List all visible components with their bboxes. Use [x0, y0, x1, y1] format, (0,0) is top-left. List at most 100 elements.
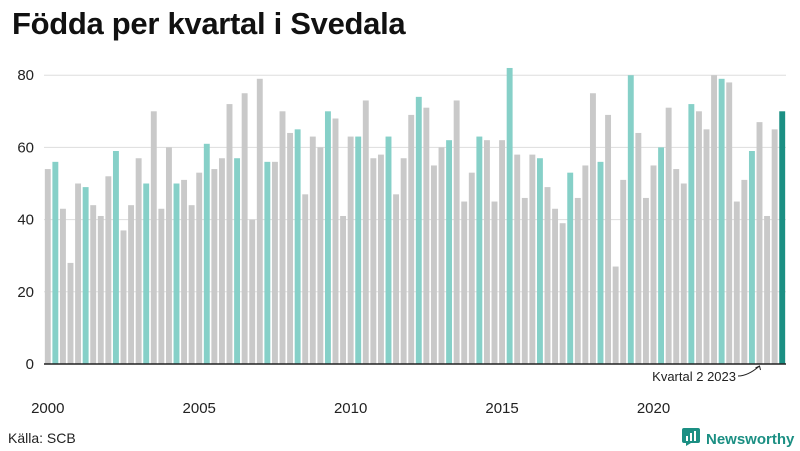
bar [150, 111, 157, 364]
source-label: Källa: SCB [8, 430, 76, 446]
bar [218, 158, 225, 364]
bar [143, 183, 150, 364]
bar [294, 129, 301, 364]
bar [673, 169, 680, 364]
bar [75, 183, 82, 364]
bar [733, 201, 740, 364]
bar [377, 154, 384, 364]
bar [249, 219, 256, 364]
bar [241, 93, 248, 364]
bar [271, 161, 278, 364]
bar [44, 169, 51, 364]
bar [112, 151, 119, 364]
bar [658, 147, 665, 364]
bar [544, 187, 551, 364]
bar [400, 158, 407, 364]
bar [642, 197, 649, 364]
bar [256, 78, 263, 364]
bar [362, 100, 369, 364]
brand: Newsworthy [682, 428, 794, 451]
y-tick-label: 80 [17, 67, 34, 84]
bar [771, 129, 778, 364]
bar [529, 154, 536, 364]
bar [438, 147, 445, 364]
y-axis-ticks: 0 20 40 60 80 [17, 67, 34, 373]
bar [90, 205, 97, 364]
bar [120, 230, 127, 364]
bar [536, 158, 543, 364]
bar [415, 96, 422, 365]
x-axis-ticks: 2000 2005 2010 2015 2020 [31, 400, 670, 417]
bar [279, 111, 286, 364]
bar [264, 161, 271, 364]
bar [105, 176, 112, 364]
bar [499, 140, 506, 364]
bar [665, 107, 672, 364]
bar [589, 93, 596, 364]
bar [711, 75, 718, 364]
bar [756, 122, 763, 364]
bar [408, 114, 415, 364]
bar [385, 136, 392, 364]
bar [582, 165, 589, 364]
x-tick-label: 2020 [637, 400, 670, 417]
bar [287, 132, 294, 364]
brand-name: Newsworthy [706, 431, 795, 448]
bar [680, 183, 687, 364]
bar [574, 197, 581, 364]
bar [521, 197, 528, 364]
bar [324, 111, 331, 364]
bar [703, 129, 710, 364]
bar [491, 201, 498, 364]
bar [718, 78, 725, 364]
bar [423, 107, 430, 364]
bar [211, 169, 218, 364]
x-tick-label: 2000 [31, 400, 64, 417]
bar [355, 136, 362, 364]
bar [332, 118, 339, 365]
bar [476, 136, 483, 364]
bar [430, 165, 437, 364]
bar [158, 208, 165, 364]
bar [302, 194, 309, 364]
bar [393, 194, 400, 364]
y-tick-label: 20 [17, 284, 34, 301]
bar [748, 151, 755, 364]
bar [82, 187, 89, 364]
bar [59, 208, 66, 364]
bar [695, 111, 702, 364]
bar [483, 140, 490, 364]
bar [370, 158, 377, 364]
bar [627, 75, 634, 364]
bar [196, 172, 203, 364]
bar [453, 100, 460, 364]
bar [620, 179, 627, 364]
bar [506, 67, 513, 364]
x-tick-label: 2010 [334, 400, 367, 417]
bar [135, 158, 142, 364]
bar [567, 172, 574, 364]
bar [188, 205, 195, 364]
annotation: Kvartal 2 2023 [652, 365, 761, 384]
bar [514, 154, 521, 364]
bar [67, 262, 74, 364]
bar [779, 111, 786, 364]
y-tick-label: 40 [17, 212, 34, 229]
bar [468, 172, 475, 364]
bars [44, 67, 786, 365]
bar [688, 104, 695, 364]
bar [181, 179, 188, 364]
bar [128, 205, 135, 364]
bar [726, 82, 733, 365]
y-tick-label: 60 [17, 139, 34, 156]
bar [317, 147, 324, 364]
bar [597, 161, 604, 364]
bar [52, 161, 59, 364]
bar [552, 208, 559, 364]
bar [347, 136, 354, 364]
chart-title: Födda per kvartal i Svedala [12, 6, 406, 41]
bar [234, 158, 241, 364]
bar [165, 147, 172, 364]
annotation-label: Kvartal 2 2023 [652, 369, 736, 384]
